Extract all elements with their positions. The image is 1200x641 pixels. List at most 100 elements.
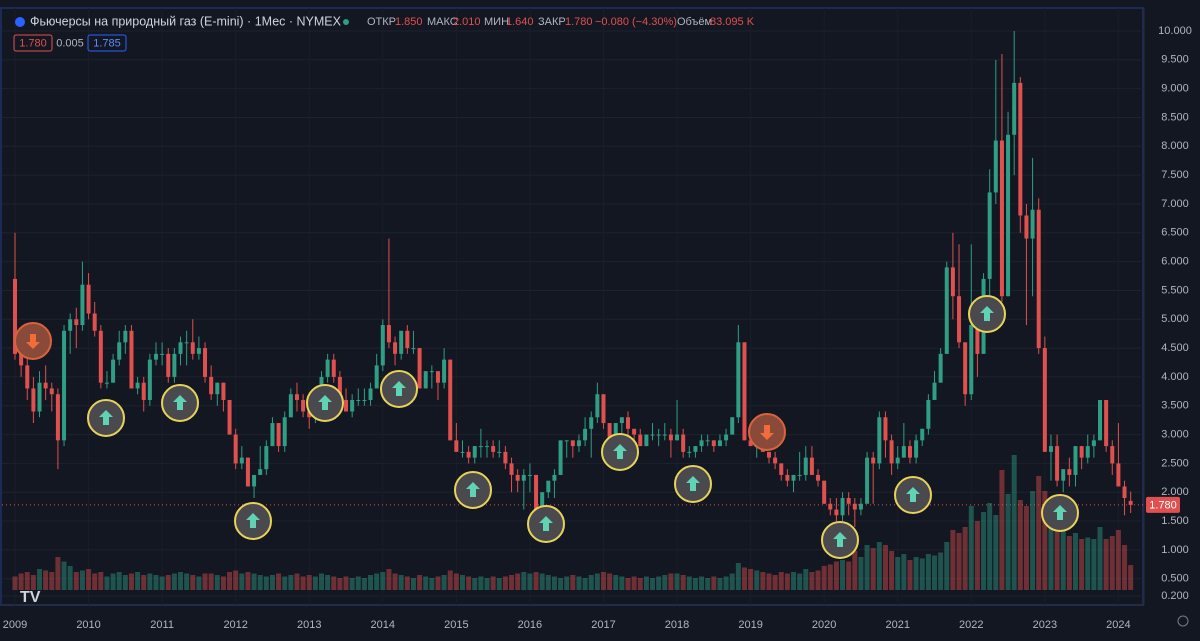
candle-body — [534, 474, 539, 510]
volume-bar — [999, 470, 1005, 590]
candle-body — [546, 480, 551, 493]
ohlc-label: МАКС — [427, 16, 458, 28]
volume-bar — [594, 573, 600, 590]
candle-body — [987, 192, 992, 279]
candle-body — [350, 399, 355, 412]
volume-bar — [392, 573, 398, 590]
volume-bar — [600, 572, 606, 590]
candle-body — [527, 474, 532, 476]
volume-bar — [533, 572, 539, 590]
volume-value: 83.095 K — [710, 16, 755, 28]
candle-body — [914, 440, 919, 458]
candle-body — [717, 440, 722, 447]
volume-bar — [325, 575, 331, 590]
y-tick-label: 1.500 — [1161, 515, 1189, 527]
candle-body — [368, 388, 373, 400]
candle-body — [846, 497, 851, 504]
volume-bar — [968, 506, 974, 590]
candle-body — [724, 434, 729, 441]
volume-bar — [417, 575, 423, 590]
volume-bar — [570, 575, 576, 590]
candle-body — [907, 446, 912, 458]
candle-body — [901, 446, 906, 458]
x-tick-label: 2010 — [76, 619, 100, 631]
volume-bar — [12, 576, 18, 590]
volume-bar — [153, 575, 159, 590]
candle-body — [503, 451, 508, 464]
y-tick-label: 9.000 — [1161, 83, 1189, 95]
up-arrow — [539, 516, 553, 531]
candle-body — [344, 399, 349, 412]
volume-bar — [741, 567, 747, 590]
logo: TV — [20, 589, 41, 606]
candle-body — [153, 353, 158, 360]
candle-body — [1055, 446, 1060, 481]
candle-body — [68, 319, 73, 331]
ohlc-label: МИН — [484, 16, 509, 28]
volume-bar — [1122, 545, 1128, 590]
volume-bar — [656, 576, 662, 590]
price-axis: 10.000 9.500 9.000 8.500 8.000 7.500 7.000 6.50… — [3, 25, 1192, 631]
candle-body — [362, 399, 367, 401]
candle-body — [840, 497, 845, 516]
ohlc-value: 1.780 — [565, 16, 593, 28]
settings-icon[interactable] — [1177, 615, 1189, 627]
ohlc-value: 1.850 — [395, 16, 423, 28]
candle-body — [564, 440, 569, 442]
volume-bar — [128, 573, 134, 590]
volume-bar — [944, 542, 950, 590]
volume-bar — [913, 557, 919, 590]
volume-bar — [925, 554, 931, 590]
volume-bar — [1036, 476, 1042, 590]
candle-body — [570, 440, 575, 447]
candle-body — [160, 353, 165, 355]
volume-bar — [141, 575, 147, 590]
candle-body — [619, 417, 624, 424]
candle-body — [932, 382, 937, 400]
volume-bar — [564, 576, 570, 590]
volume-bar — [833, 561, 839, 590]
volume-bar — [343, 576, 349, 590]
candle-body — [1042, 348, 1047, 452]
volume-bar — [1066, 536, 1072, 590]
candle-body — [215, 382, 220, 395]
y-tick-label: 10.000 — [1158, 25, 1192, 37]
candle-body — [1006, 134, 1011, 297]
volume-bar — [202, 573, 208, 590]
volume-bar — [453, 573, 459, 590]
volume-bar — [1128, 565, 1134, 590]
volume-bar — [889, 551, 895, 590]
candle-body — [166, 353, 171, 377]
candle-body — [227, 399, 232, 435]
volume-bar — [686, 576, 692, 590]
volume-bar — [1005, 494, 1011, 590]
volume-bar — [558, 578, 564, 590]
candle-body — [1067, 469, 1072, 475]
volume-bar — [729, 573, 735, 590]
down-arrow — [760, 425, 774, 440]
candle-body — [380, 325, 385, 366]
y-tick-label: 7.000 — [1161, 198, 1189, 210]
candle-body — [288, 394, 293, 418]
candle-body — [466, 451, 471, 458]
volume-bar — [962, 527, 968, 590]
volume-bar — [1115, 530, 1121, 590]
x-tick-label: 2019 — [738, 619, 762, 631]
volume-bar — [110, 573, 116, 590]
volume-bar — [784, 573, 790, 590]
candle-body — [711, 440, 716, 447]
candle-body — [877, 417, 882, 464]
candle-body — [638, 434, 643, 447]
last-price-label: 1.780 — [1149, 499, 1177, 511]
volume-bar — [263, 576, 269, 590]
volume-bar — [974, 521, 980, 590]
x-tick-label: 2016 — [518, 619, 542, 631]
candle-body — [975, 325, 980, 354]
y-tick-label: 6.000 — [1161, 256, 1189, 268]
up-arrow — [833, 532, 847, 547]
candle-body — [239, 457, 244, 464]
candle-body — [828, 503, 833, 510]
candle-body — [809, 457, 814, 475]
candle-body — [178, 342, 183, 354]
volume-bar — [171, 573, 177, 590]
